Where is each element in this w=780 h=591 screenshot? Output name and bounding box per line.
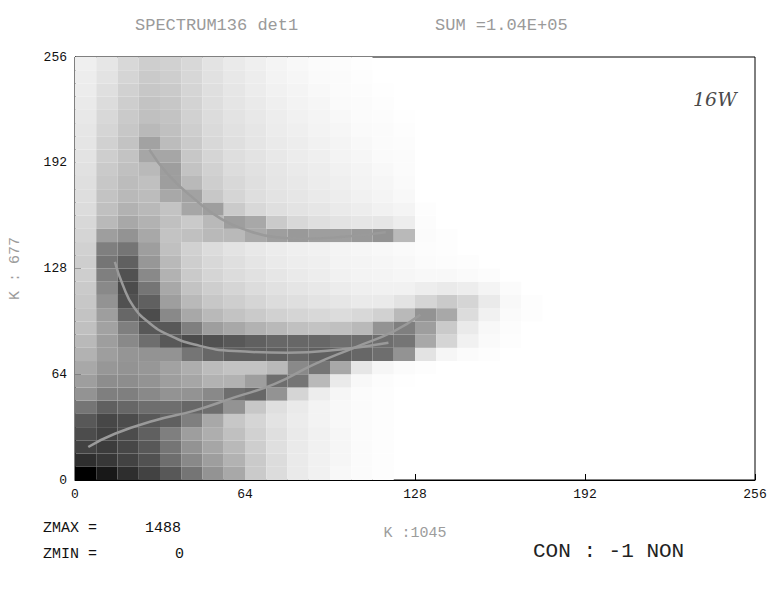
svg-text:0: 0 [71,487,79,502]
svg-text:1488: 1488 [145,520,181,537]
svg-text:64: 64 [51,367,67,382]
svg-text:128: 128 [403,487,426,502]
svg-text:CON : -1 NON: CON : -1 NON [533,540,684,563]
svg-text:64: 64 [237,487,253,502]
svg-text:SUM =1.04E+05: SUM =1.04E+05 [435,16,568,35]
svg-text:SPECTRUM136 det1: SPECTRUM136 det1 [135,16,298,35]
svg-text:128: 128 [44,261,67,276]
svg-text:K : 677: K : 677 [7,237,24,300]
svg-text:ZMAX =: ZMAX = [43,520,97,537]
svg-text:0: 0 [175,546,184,563]
svg-text:192: 192 [573,487,596,502]
svg-text:0: 0 [59,473,67,488]
svg-text:16W: 16W [693,88,738,110]
svg-text:256: 256 [743,487,766,502]
svg-text:192: 192 [44,155,67,170]
svg-text:256: 256 [44,50,67,65]
svg-text:ZMIN =: ZMIN = [43,546,97,563]
svg-text:K :1045: K :1045 [383,525,446,542]
